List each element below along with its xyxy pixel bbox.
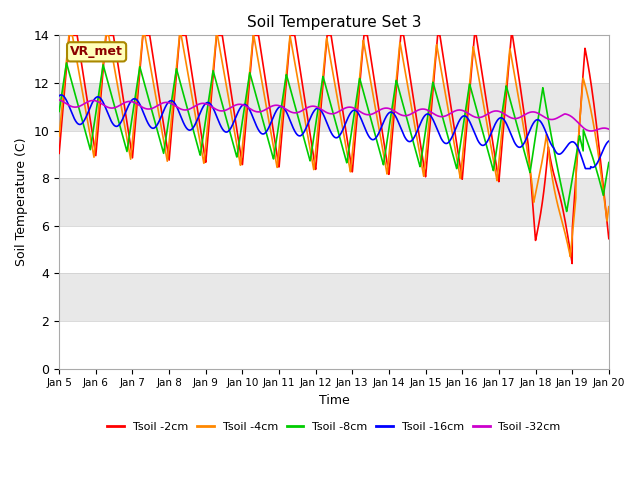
Tsoil -8cm	[151, 118, 159, 124]
Tsoil -16cm	[535, 117, 543, 123]
Legend: Tsoil -2cm, Tsoil -4cm, Tsoil -8cm, Tsoil -16cm, Tsoil -32cm: Tsoil -2cm, Tsoil -4cm, Tsoil -8cm, Tsoi…	[103, 418, 565, 436]
Tsoil -32cm	[150, 105, 158, 110]
Tsoil -32cm	[535, 111, 543, 117]
Tsoil -16cm	[55, 93, 63, 99]
Tsoil -2cm	[55, 151, 63, 156]
Tsoil -4cm	[266, 125, 274, 131]
Tsoil -4cm	[605, 204, 612, 210]
Bar	[59, 83, 609, 131]
Tsoil -4cm	[118, 108, 126, 114]
Tsoil -8cm	[118, 131, 126, 137]
Tsoil -32cm	[55, 97, 63, 103]
Bar	[59, 178, 609, 226]
Tsoil -2cm	[118, 88, 126, 94]
Tsoil -32cm	[605, 126, 612, 132]
Tsoil -32cm	[587, 128, 595, 134]
Title: Soil Temperature Set 3: Soil Temperature Set 3	[247, 15, 421, 30]
Bar	[59, 36, 609, 83]
Tsoil -4cm	[535, 174, 543, 180]
Line: Tsoil -2cm: Tsoil -2cm	[59, 36, 609, 264]
Bar	[59, 131, 609, 178]
Tsoil -32cm	[266, 104, 274, 110]
Tsoil -32cm	[290, 110, 298, 116]
Tsoil -4cm	[151, 87, 159, 93]
Tsoil -16cm	[118, 118, 126, 123]
Tsoil -32cm	[118, 101, 125, 107]
Line: Tsoil -4cm: Tsoil -4cm	[59, 36, 609, 257]
Tsoil -8cm	[266, 144, 274, 150]
Tsoil -2cm	[290, 33, 298, 38]
Tsoil -4cm	[595, 152, 602, 157]
Tsoil -8cm	[290, 99, 298, 105]
Tsoil -2cm	[568, 261, 576, 266]
Y-axis label: Soil Temperature (C): Soil Temperature (C)	[15, 138, 28, 266]
Tsoil -2cm	[151, 64, 159, 70]
Tsoil -2cm	[605, 236, 612, 241]
Tsoil -8cm	[563, 209, 570, 215]
Tsoil -2cm	[595, 138, 602, 144]
Tsoil -4cm	[566, 254, 574, 260]
Tsoil -8cm	[63, 60, 70, 66]
Bar	[59, 321, 609, 369]
Tsoil -8cm	[55, 108, 63, 114]
Tsoil -2cm	[65, 33, 73, 38]
Tsoil -4cm	[290, 55, 298, 60]
Tsoil -8cm	[605, 160, 612, 166]
Tsoil -2cm	[535, 220, 543, 226]
Tsoil -16cm	[290, 127, 298, 132]
Line: Tsoil -32cm: Tsoil -32cm	[59, 100, 609, 131]
Line: Tsoil -8cm: Tsoil -8cm	[59, 63, 609, 212]
Bar	[59, 273, 609, 321]
Tsoil -16cm	[605, 138, 612, 144]
Tsoil -16cm	[582, 166, 589, 171]
Tsoil -32cm	[595, 126, 602, 132]
Tsoil -16cm	[151, 125, 159, 131]
Tsoil -8cm	[595, 174, 602, 180]
X-axis label: Time: Time	[319, 394, 349, 407]
Line: Tsoil -16cm: Tsoil -16cm	[59, 95, 609, 168]
Tsoil -16cm	[595, 158, 602, 164]
Tsoil -2cm	[266, 107, 274, 113]
Tsoil -16cm	[266, 122, 274, 128]
Tsoil -16cm	[58, 92, 65, 98]
Bar	[59, 226, 609, 273]
Tsoil -4cm	[55, 133, 63, 139]
Tsoil -4cm	[65, 33, 73, 38]
Text: VR_met: VR_met	[70, 45, 123, 59]
Tsoil -8cm	[535, 110, 543, 116]
